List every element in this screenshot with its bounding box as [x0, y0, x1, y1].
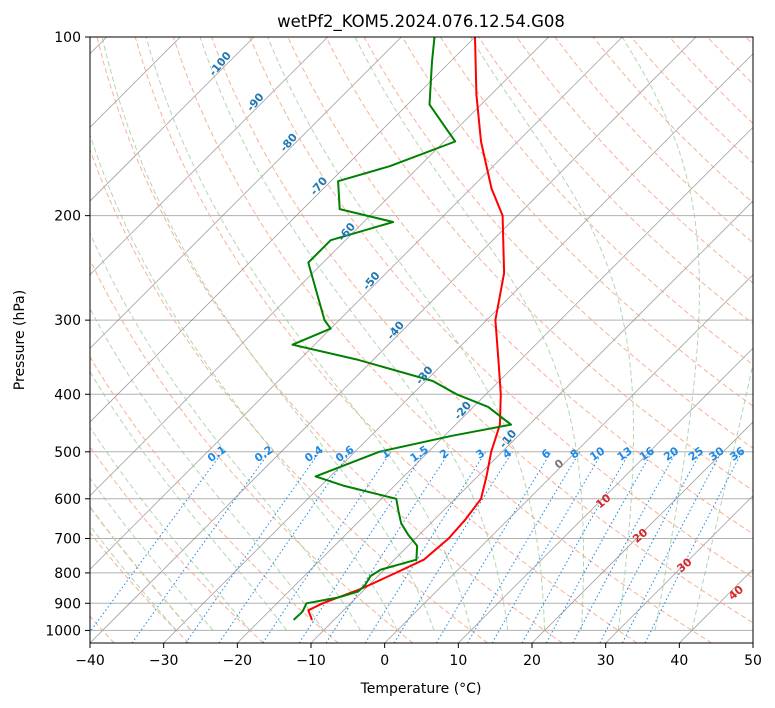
dry-adiabat-line [325, 37, 753, 492]
dry-adiabat-line [439, 37, 753, 366]
x-axis-label: Temperature (°C) [360, 681, 482, 697]
mixing-ratio-line [545, 451, 653, 643]
x-tick-label: −40 [75, 653, 105, 669]
x-tick-label: −10 [296, 653, 326, 669]
mixing-ratio-line [298, 451, 426, 643]
x-tick-label: 30 [597, 653, 615, 669]
isotherm-line [384, 274, 753, 643]
plot-frame [89, 36, 754, 644]
dry-adiabat-line [90, 355, 339, 643]
moist-adiabats [90, 37, 753, 631]
mixing-ratio-line [521, 451, 631, 643]
x-tick-label: 50 [744, 653, 762, 669]
moist-adiabat-line [90, 231, 361, 631]
isotherm-line [90, 37, 255, 202]
y-tick-label: 600 [54, 492, 81, 508]
dry-adiabat-line [401, 37, 753, 407]
isotherm-line [90, 37, 328, 276]
mixing-ratio-line [262, 451, 392, 643]
isotherm-line [90, 37, 549, 497]
x-tick-label: 40 [670, 653, 688, 669]
sounding-traces [291, 37, 512, 621]
dry-adiabat-line [172, 37, 712, 643]
moist-adiabat-line [621, 37, 700, 631]
x-tick-label: 0 [380, 653, 389, 669]
mixing-ratio-line [131, 451, 271, 643]
dry-adiabat-line [134, 37, 638, 643]
moist-adiabat-line [354, 37, 584, 631]
pressure-grid [90, 37, 753, 631]
y-tick-label: 100 [54, 30, 81, 46]
moist-adiabat-line [145, 37, 472, 631]
y-axis: 100 200 300 400 500 600 700 800 900 1000 [45, 30, 90, 639]
moist-adiabat-line [691, 361, 753, 631]
isotherm-line [90, 37, 402, 349]
x-tick-label: −20 [223, 653, 253, 669]
isotherm-line [605, 495, 753, 643]
moist-adiabat-line [101, 37, 435, 631]
mixing-ratio-line [644, 451, 743, 643]
dry-adiabat-line [90, 148, 488, 643]
x-tick-label: 10 [449, 653, 467, 669]
mixing-ratio-line [218, 451, 351, 643]
dry-adiabat-line [96, 37, 563, 643]
temperature-profile-line [307, 37, 506, 621]
moist-adiabat-line [470, 37, 634, 631]
isotherm-line [458, 347, 753, 643]
y-tick-label: 400 [54, 387, 81, 403]
x-tick-label: −30 [149, 653, 179, 669]
mixing-ratio-line [185, 451, 321, 643]
mixing-ratio-line [572, 451, 677, 643]
mixing-ratio-line [90, 451, 224, 633]
dry-adiabat-line [211, 37, 753, 624]
y-tick-label: 700 [54, 532, 81, 548]
dry-adiabat-line [249, 37, 753, 579]
dry-adiabat-line [90, 531, 190, 643]
mixing-ratio-line [435, 451, 552, 643]
mixing-ratio-line [599, 451, 702, 643]
dry-adiabat-line [90, 445, 264, 643]
isotherm-line [163, 53, 753, 643]
dry-adiabat-line [90, 258, 414, 643]
x-tick-label: 20 [523, 653, 541, 669]
isotherm-line [90, 37, 697, 643]
moist-adiabat-line [199, 37, 509, 631]
mixing-ratio-line [325, 451, 451, 643]
isotherm-line [531, 421, 753, 643]
dry-adiabats [90, 37, 753, 643]
moist-adiabat-line [90, 505, 192, 631]
isotherm-line [90, 37, 476, 423]
x-axis: −40 −30 −20 −10 0 10 20 30 40 50 [75, 643, 762, 669]
y-tick-label: 1000 [45, 623, 81, 639]
chart-title: wetPf2_KOM5.2024.076.12.54.G08 [277, 12, 565, 32]
isotherm-line [90, 37, 623, 570]
y-tick-label: 300 [54, 313, 81, 329]
moist-adiabat-line [90, 133, 398, 631]
dry-adiabat-line [516, 37, 753, 284]
moist-adiabat-line [90, 307, 325, 631]
y-tick-label: 500 [54, 445, 81, 461]
skewed-isotherms [90, 37, 753, 643]
y-tick-label: 900 [54, 596, 81, 612]
dewpoint-profile-line [291, 37, 512, 621]
y-tick-label: 800 [54, 566, 81, 582]
isotherm-line [237, 126, 753, 643]
y-tick-label: 200 [54, 209, 81, 225]
y-axis-label: Pressure (hPa) [12, 290, 28, 390]
plot-area: 0.1 0.2 0.4 0.6 1 1.5 2 3 4 6 8 10 13 16 20 25 30 36-100-… [90, 37, 753, 643]
moist-adiabat-line [267, 37, 546, 631]
